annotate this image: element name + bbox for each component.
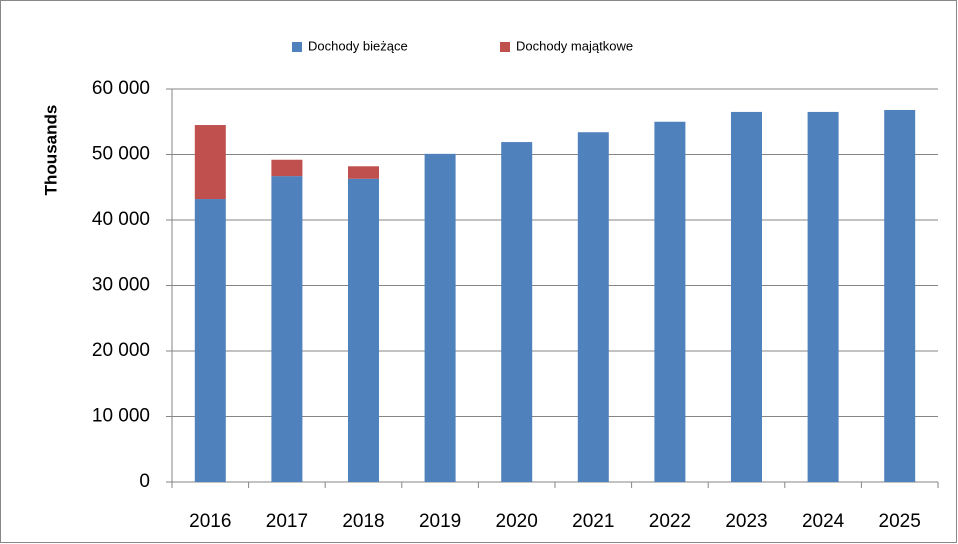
bar-segment <box>271 176 303 483</box>
x-tick-label: 2025 <box>879 511 921 532</box>
x-tick-label: 2018 <box>342 511 384 532</box>
x-tick-label: 2023 <box>725 511 767 532</box>
bar-segment <box>807 111 839 483</box>
bar-segment <box>577 132 609 483</box>
y-tick-label: 20 000 <box>92 340 150 361</box>
x-tick-label: 2017 <box>266 511 308 532</box>
x-tick-label: 2024 <box>802 511 845 532</box>
bar-segment <box>501 142 533 482</box>
x-tick-label: 2022 <box>649 511 691 532</box>
y-tick-label: 10 000 <box>92 406 150 427</box>
legend-swatch <box>500 42 510 52</box>
bar-segment <box>654 121 686 482</box>
y-tick-label: 0 <box>139 471 150 492</box>
bar-segment <box>884 109 916 483</box>
y-tick-label: 60 000 <box>92 78 150 99</box>
x-tick-label: 2021 <box>572 511 614 532</box>
bar-segment <box>348 166 379 179</box>
y-tick-label: 50 000 <box>92 144 150 165</box>
bar-segment <box>194 199 226 483</box>
legend-label: Dochody bieżące <box>308 38 408 53</box>
bar-segment <box>424 153 456 482</box>
y-tick-label: 30 000 <box>92 275 150 296</box>
y-tick-label: 40 000 <box>92 209 150 230</box>
bar-segment <box>348 178 379 483</box>
legend-swatch <box>292 42 302 52</box>
x-tick-label: 2019 <box>419 511 461 532</box>
legend-label: Dochody majątkowe <box>516 38 633 53</box>
x-tick-label: 2020 <box>496 511 538 532</box>
bar-segment <box>271 159 303 177</box>
bar-segment <box>731 111 762 483</box>
x-tick-label: 2016 <box>189 511 231 532</box>
y-axis-title: Thousands <box>41 105 60 196</box>
bar-segment <box>194 125 226 200</box>
